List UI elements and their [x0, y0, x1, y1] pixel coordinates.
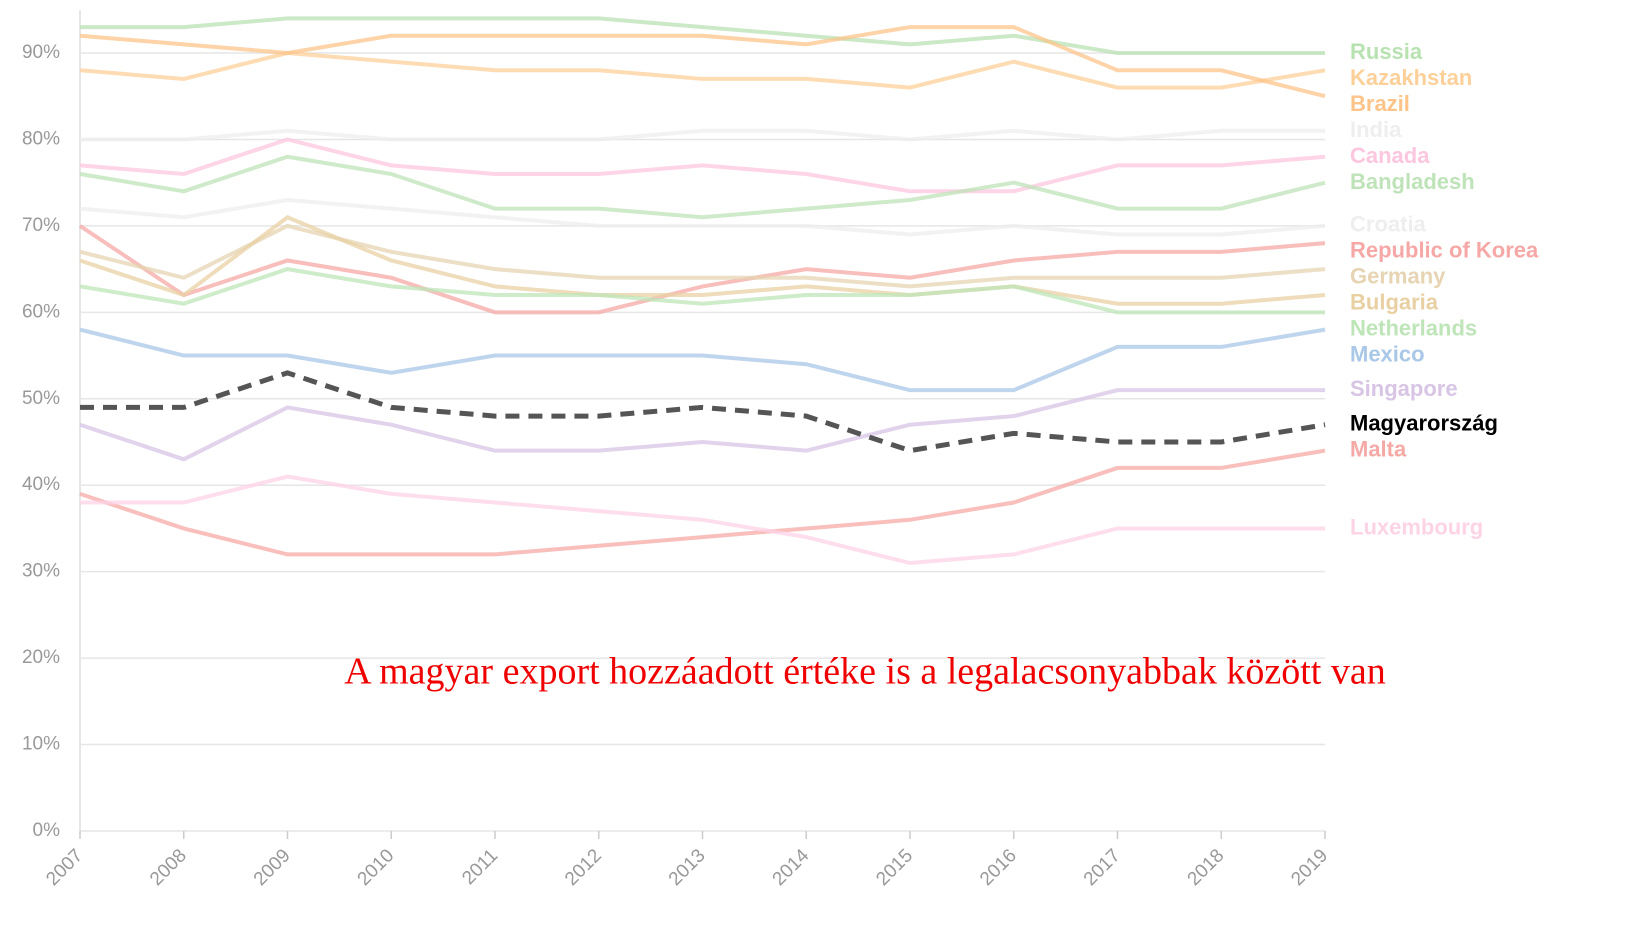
legend-label: Malta	[1350, 437, 1407, 462]
series-line	[80, 16, 1325, 55]
legend-label: Bangladesh	[1350, 169, 1475, 194]
legend-label: Germany	[1350, 264, 1446, 289]
legend-label: Bulgaria	[1350, 290, 1439, 315]
legend-label: Singapore	[1350, 376, 1458, 401]
y-tick-label: 20%	[22, 647, 60, 668]
y-tick-label: 70%	[22, 215, 60, 236]
series-line	[79, 214, 1326, 306]
legend-label: Luxembourg	[1350, 514, 1483, 539]
y-tick-label: 30%	[22, 561, 60, 582]
y-tick-label: 80%	[22, 128, 60, 149]
x-tick-label: 2019	[1287, 845, 1332, 890]
annotation: A magyar export hozzáadott értéke is a l…	[344, 651, 1385, 693]
series-line	[79, 448, 1326, 557]
x-tick-label: 2015	[872, 845, 917, 890]
x-tick-label: 2007	[42, 845, 87, 890]
legend-label: Magyarország	[1350, 411, 1498, 436]
y-tick-label: 90%	[22, 42, 60, 63]
series-line	[79, 154, 1326, 220]
series-line	[78, 224, 1326, 315]
y-tick-label: 60%	[22, 301, 60, 322]
legend-label: Russia	[1350, 39, 1423, 64]
legend-label: Canada	[1350, 143, 1430, 168]
x-tick-label: 2013	[665, 845, 710, 890]
y-tick-label: 0%	[33, 820, 61, 841]
series-line	[79, 388, 1325, 462]
series-line	[79, 137, 1326, 194]
x-tick-label: 2014	[769, 845, 814, 890]
x-tick-label: 2018	[1184, 845, 1229, 890]
series-line	[80, 128, 1325, 142]
y-tick-label: 40%	[22, 474, 60, 495]
legend-label: Republic of Korea	[1350, 238, 1539, 263]
series-line	[79, 327, 1326, 393]
legend-label: India	[1350, 117, 1402, 142]
legend-label: Croatia	[1350, 212, 1427, 237]
series-line	[79, 223, 1326, 289]
series-line	[79, 25, 1326, 99]
legend-label: Brazil	[1350, 91, 1410, 116]
x-tick-label: 2008	[146, 845, 191, 890]
y-tick-label: 50%	[22, 388, 60, 409]
x-tick-label: 2010	[354, 845, 399, 890]
legend-label: Kazakhstan	[1350, 65, 1472, 90]
x-tick-label: 2009	[250, 845, 295, 890]
x-tick-label: 2016	[976, 845, 1021, 890]
series-line	[79, 267, 1325, 315]
x-tick-label: 2017	[1080, 845, 1125, 890]
plot: 0% 10% 20% 30% 40% 50% 60% 70% 80% 90% 2007 2008 200…	[22, 10, 1539, 890]
legend-label: Netherlands	[1350, 316, 1477, 341]
y-tick-label: 10%	[22, 734, 60, 755]
legend-label: Mexico	[1350, 342, 1425, 367]
x-tick-label: 2012	[561, 845, 606, 890]
x-tick-label: 2011	[458, 845, 502, 889]
series-line	[80, 370, 1326, 454]
series-line	[80, 474, 1325, 566]
series-line	[79, 197, 1326, 237]
